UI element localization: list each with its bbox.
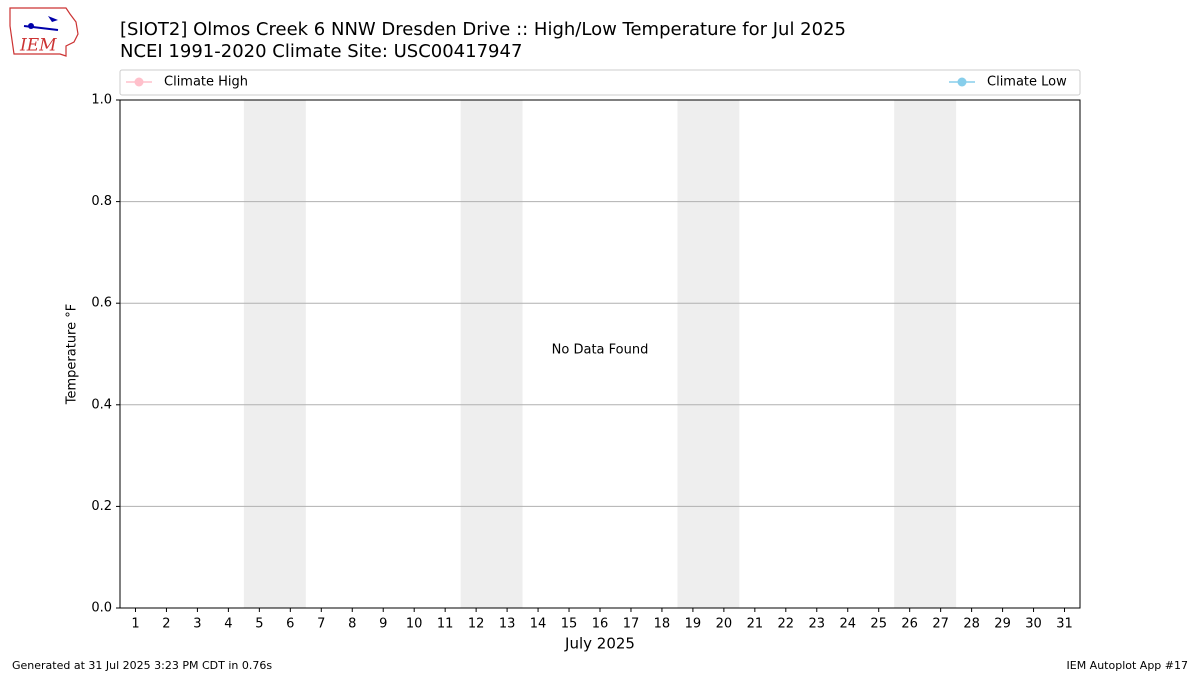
y-tick-label: 0.4 (91, 397, 112, 412)
y-tick-label: 0.8 (91, 194, 112, 209)
y-tick-label: 0.6 (91, 296, 112, 311)
footer-left: Generated at 31 Jul 2025 3:23 PM CDT in … (12, 659, 272, 672)
x-tick-label: 21 (747, 617, 764, 632)
y-axis-label: Temperature °F (65, 304, 80, 405)
logo-icon (48, 16, 58, 22)
legend-label: Climate Low (987, 75, 1067, 90)
x-tick-label: 5 (255, 617, 263, 632)
x-tick-label: 11 (437, 617, 454, 632)
x-tick-label: 19 (685, 617, 702, 632)
x-tick-label: 27 (932, 617, 949, 632)
x-tick-label: 28 (963, 617, 980, 632)
x-tick-label: 12 (468, 617, 485, 632)
x-tick-label: 7 (317, 617, 325, 632)
chart-subtitle: NCEI 1991-2020 Climate Site: USC00417947 (120, 41, 522, 62)
x-tick-label: 29 (994, 617, 1011, 632)
x-tick-label: 26 (901, 617, 918, 632)
plot-area (120, 99, 1080, 609)
x-tick-label: 23 (809, 617, 826, 632)
x-tick-label: 10 (406, 617, 423, 632)
y-tick-label: 0.2 (91, 499, 112, 514)
x-tick-label: 24 (839, 617, 856, 632)
weekend-band (460, 100, 523, 608)
x-tick-label: 2 (162, 617, 170, 632)
weekend-band (894, 100, 957, 608)
x-tick-label: 22 (778, 617, 795, 632)
logo: IEM (9, 7, 79, 57)
weekend-band (677, 100, 740, 608)
footer-right: IEM Autoplot App #17 (1067, 659, 1189, 672)
x-tick-label: 8 (348, 617, 356, 632)
logo-text: IEM (19, 36, 57, 56)
chart-title: [SIOT2] Olmos Creek 6 NNW Dresden Drive … (120, 19, 846, 40)
x-tick-label: 14 (530, 617, 547, 632)
x-tick-label: 31 (1056, 617, 1073, 632)
annotation: No Data Found (552, 343, 649, 358)
weekend-band (243, 100, 306, 608)
x-tick-label: 15 (561, 617, 578, 632)
legend-marker (957, 77, 967, 87)
legend-marker (134, 77, 144, 87)
legend (119, 69, 1081, 96)
x-tick-label: 13 (499, 617, 516, 632)
x-tick-label: 18 (654, 617, 671, 632)
x-tick-label: 6 (286, 617, 294, 632)
x-tick-label: 4 (224, 617, 232, 632)
x-tick-label: 20 (716, 617, 733, 632)
y-tick-label: 1.0 (91, 93, 112, 108)
x-tick-label: 30 (1025, 617, 1042, 632)
logo-outline (9, 7, 79, 57)
y-tick-label: 0.0 (91, 601, 112, 616)
x-tick-label: 17 (623, 617, 640, 632)
x-tick-label: 9 (379, 617, 387, 632)
x-axis-label: July 2025 (564, 635, 635, 653)
x-tick-label: 16 (592, 617, 609, 632)
x-tick-label: 25 (870, 617, 887, 632)
legend-label: Climate High (164, 75, 248, 90)
x-tick-label: 3 (193, 617, 201, 632)
logo-icon (28, 23, 34, 29)
x-tick-label: 1 (131, 617, 139, 632)
